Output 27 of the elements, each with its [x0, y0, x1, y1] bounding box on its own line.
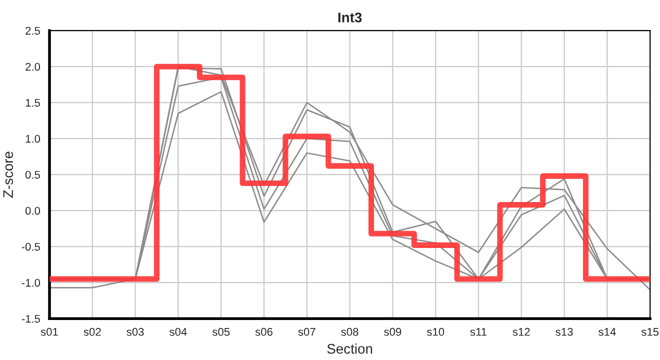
y-tick-label: 2.0 [26, 62, 40, 71]
x-axis-title: Section [327, 344, 372, 354]
chart-title: Int3 [338, 12, 362, 22]
x-tick-label: s10 [426, 328, 444, 336]
x-tick-label: s08 [341, 328, 358, 336]
y-tick-label: 1.5 [26, 98, 40, 107]
x-tick-label: s14 [598, 328, 616, 336]
x-tick-label: s13 [556, 328, 573, 336]
x-tick-label: s09 [384, 328, 402, 336]
x-tick-label: s04 [170, 328, 187, 336]
y-axis-title: Z-score [3, 152, 14, 198]
y-tick-label: -0.5 [22, 242, 40, 251]
y-tick-label: 0.5 [25, 170, 40, 179]
x-tick-label: s05 [212, 328, 230, 336]
x-tick-label: s12 [512, 328, 530, 336]
y-tick-label: 1.0 [26, 134, 40, 143]
x-tick-label: s06 [255, 328, 272, 336]
y-tick-label: -1.0 [22, 278, 40, 287]
x-tick-label: s03 [126, 328, 144, 336]
x-tick-label: s02 [84, 328, 101, 336]
y-tick-label: -1.5 [22, 314, 40, 323]
y-tick-label: 2.5 [26, 26, 40, 35]
x-tick-label: s01 [40, 328, 58, 336]
x-tick-label: s15 [641, 328, 659, 336]
y-tick-label: 0.0 [25, 206, 40, 215]
x-tick-label: s07 [298, 328, 316, 336]
x-tick-label: s11 [470, 328, 487, 336]
